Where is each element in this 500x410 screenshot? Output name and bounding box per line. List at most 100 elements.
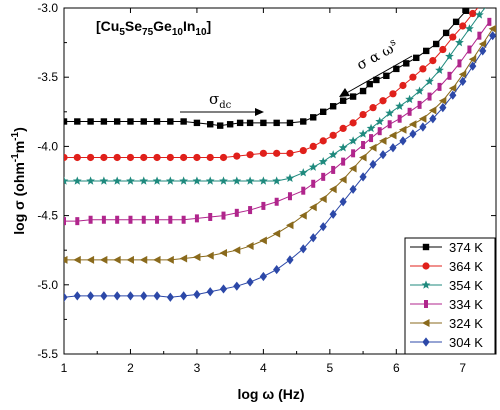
- data-point: [319, 137, 327, 145]
- data-point: [233, 281, 241, 291]
- data-point: [139, 176, 149, 185]
- data-point: [286, 255, 294, 265]
- data-point: [299, 146, 307, 155]
- data-point: [100, 291, 108, 301]
- series-334-k: [64, 17, 492, 226]
- axis-ticks: 1 2 3 4 5 6 7 -3.0 -3.5 -4.0 -4.5 -5.0 -5.5: [37, 1, 496, 375]
- data-point: [348, 136, 358, 145]
- data-point: [467, 45, 472, 54]
- data-point: [74, 118, 81, 125]
- data-point: [246, 151, 254, 159]
- sigma-dc-label: σdc: [209, 90, 232, 111]
- data-point: [427, 92, 432, 101]
- data-point: [452, 18, 460, 26]
- data-point: [359, 110, 367, 119]
- data-point: [64, 255, 68, 264]
- data-point: [153, 255, 161, 264]
- legend-box: [404, 237, 496, 355]
- legend: 374 K 364 K 354 K 334 K 324 K 304 K: [404, 237, 496, 355]
- legend-marker: [422, 243, 430, 251]
- data-point: [449, 90, 457, 100]
- data-point: [126, 291, 135, 301]
- data-point: [318, 157, 328, 166]
- data-point: [439, 103, 447, 113]
- data-point: [361, 141, 366, 150]
- data-point: [349, 164, 357, 173]
- data-point: [153, 291, 161, 301]
- data-point: [246, 277, 254, 287]
- data-point: [308, 162, 318, 171]
- data-point: [126, 153, 135, 162]
- data-point: [415, 86, 424, 95]
- data-point: [272, 229, 281, 238]
- data-point: [206, 287, 214, 297]
- data-point: [321, 172, 326, 181]
- data-point: [287, 192, 292, 201]
- data-point: [87, 118, 94, 125]
- data-point: [232, 246, 241, 255]
- data-point: [429, 56, 437, 65]
- data-point: [273, 264, 281, 275]
- data-point: [99, 176, 109, 185]
- data-point: [112, 176, 122, 185]
- data-point: [369, 143, 377, 152]
- data-point: [100, 153, 108, 162]
- data-point: [341, 157, 346, 166]
- data-point: [179, 254, 188, 263]
- series-324-k: [64, 24, 496, 264]
- data-point: [437, 82, 442, 91]
- data-point: [194, 214, 199, 223]
- data-point: [193, 119, 201, 127]
- data-point: [86, 176, 95, 185]
- x-tick-label: 3: [194, 361, 201, 375]
- legend-marker: [424, 300, 428, 308]
- data-point: [309, 203, 317, 212]
- data-point: [299, 244, 307, 254]
- data-point: [329, 185, 337, 194]
- data-point: [418, 114, 427, 123]
- data-point: [127, 118, 134, 125]
- data-point: [192, 253, 201, 262]
- data-point: [383, 72, 390, 80]
- data-point: [206, 251, 214, 260]
- y-tick-label: -5.0: [37, 278, 58, 292]
- data-point: [126, 255, 134, 264]
- y-tick-label: -3.0: [37, 1, 58, 15]
- data-point: [101, 215, 106, 224]
- data-point: [166, 255, 174, 264]
- data-point: [274, 197, 279, 206]
- series-374-k: [64, 8, 470, 129]
- data-point: [366, 80, 373, 88]
- y-axis-label: log σ (ohm-1m-1): [10, 127, 27, 235]
- data-point: [351, 149, 356, 158]
- data-point: [329, 209, 337, 219]
- data-point: [429, 114, 437, 124]
- data-point: [487, 17, 492, 26]
- y-tick-label: -4.0: [37, 139, 58, 153]
- data-point: [208, 212, 213, 221]
- data-point: [379, 150, 387, 160]
- data-point: [475, 10, 484, 19]
- legend-marker: [421, 280, 431, 289]
- data-point: [397, 114, 402, 123]
- data-point: [64, 118, 68, 125]
- data-point: [300, 118, 307, 125]
- data-point: [261, 201, 266, 210]
- data-point: [88, 215, 93, 224]
- data-point: [375, 116, 385, 126]
- data-point: [168, 215, 173, 224]
- data-point: [299, 211, 307, 220]
- data-point: [320, 108, 327, 115]
- data-point: [388, 131, 397, 140]
- data-point: [86, 291, 95, 301]
- data-point: [439, 45, 447, 54]
- data-point: [207, 121, 214, 128]
- legend-marker: [422, 337, 430, 347]
- data-point: [245, 176, 255, 185]
- data-series: [64, 8, 496, 302]
- data-point: [488, 24, 496, 33]
- data-point: [459, 76, 467, 86]
- data-point: [449, 33, 457, 41]
- data-point: [126, 176, 135, 185]
- legend-label: 364 K: [449, 259, 483, 274]
